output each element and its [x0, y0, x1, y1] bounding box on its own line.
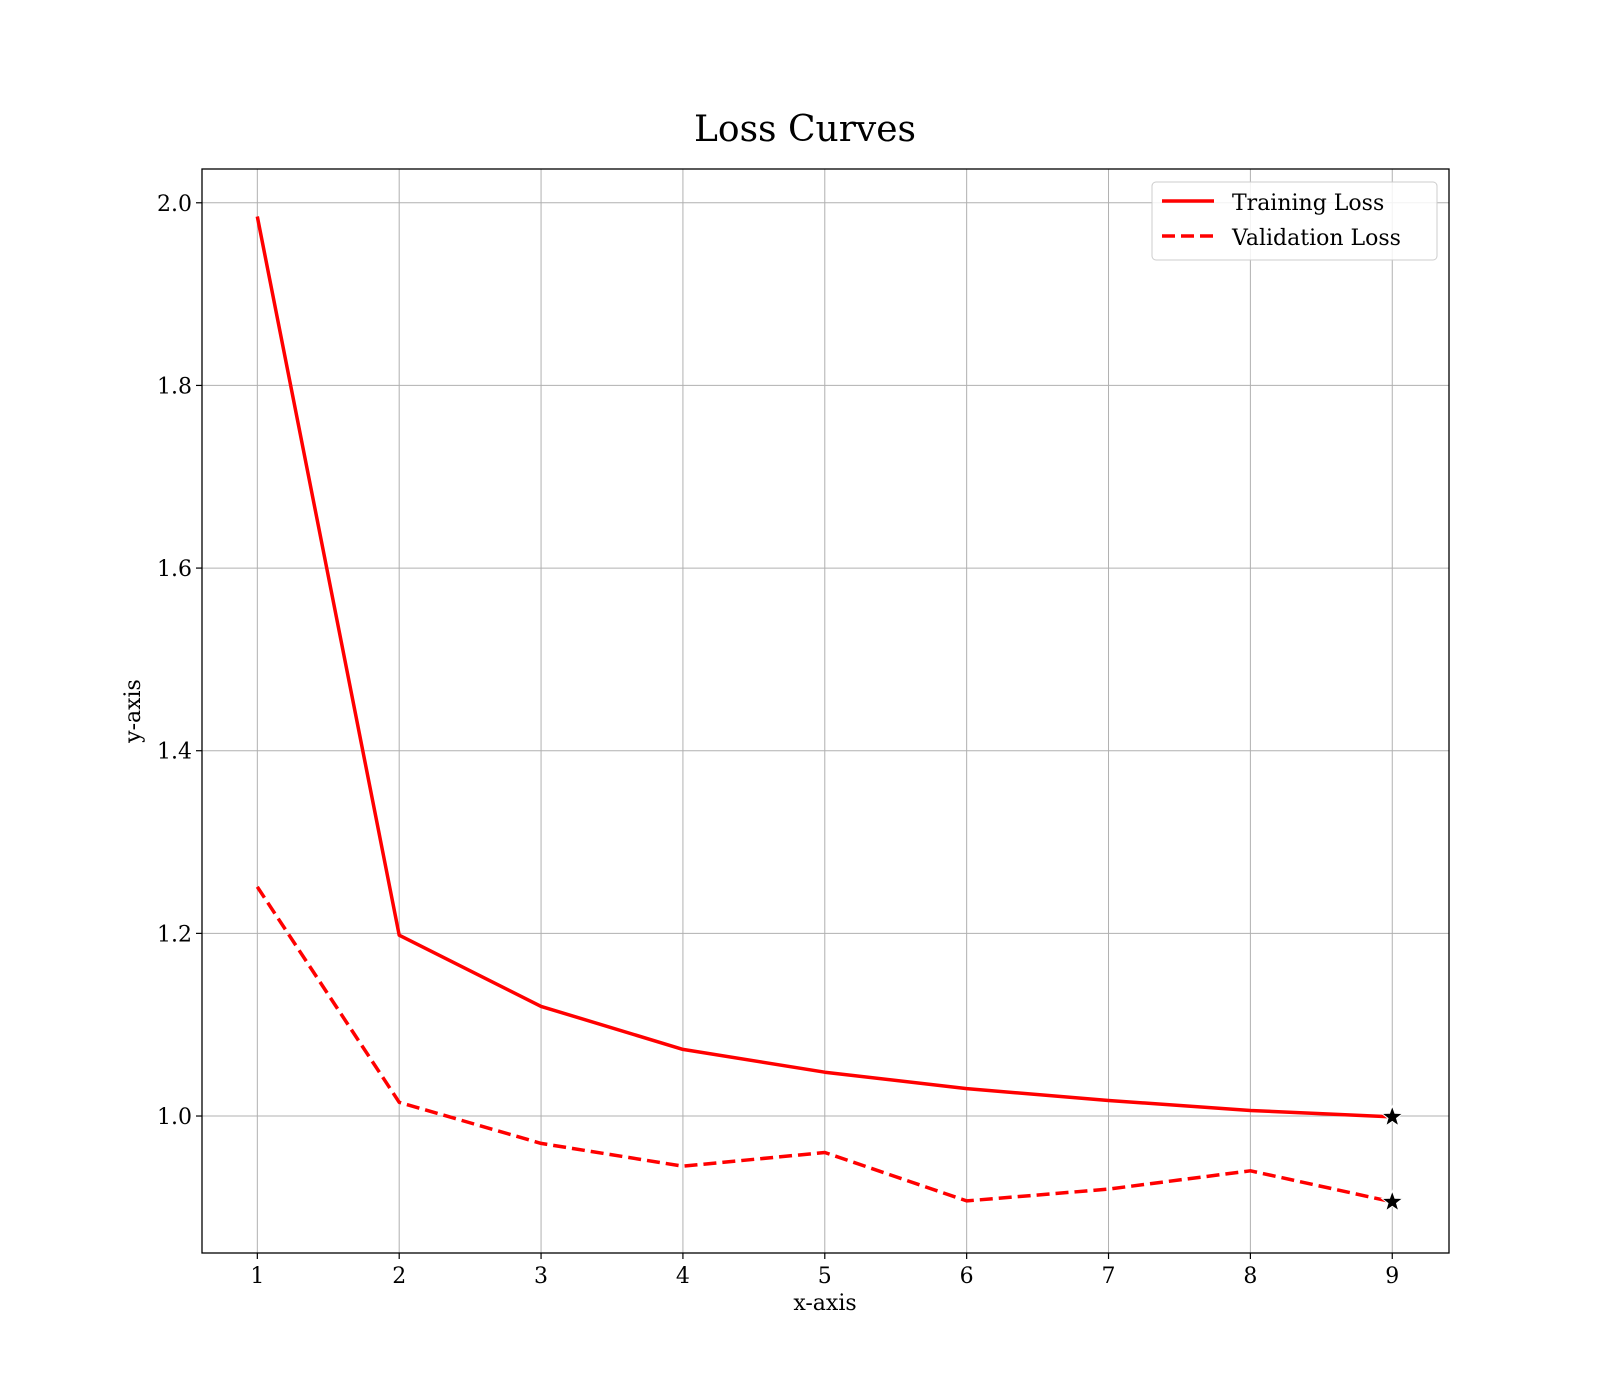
plot-frame: [201, 168, 1450, 1254]
star-icon: [1380, 1104, 1405, 1128]
y-ticks: 1.0 1.2 1.4 1.6 1.8 2.0: [157, 192, 202, 1130]
series-markers: [1380, 1104, 1405, 1212]
legend: Training Loss Validation Loss: [1151, 181, 1438, 261]
x-tick-label: 2: [392, 1264, 406, 1289]
legend-box: [1151, 181, 1438, 261]
chart-title: Loss Curves: [694, 109, 916, 150]
y-tick-label: 1.4: [157, 740, 192, 765]
series-line-training-loss: [255, 216, 1393, 1119]
x-tick-label: 5: [818, 1264, 832, 1289]
x-tick-label: 1: [250, 1264, 264, 1289]
y-tick-label: 1.2: [157, 922, 192, 947]
y-tick-label: 2.0: [157, 192, 192, 217]
y-tick-label: 1.8: [157, 374, 192, 399]
x-ticks: 1 2 3 4 5 6 7 8 9: [250, 1253, 1399, 1289]
series-line-validation-loss: [255, 885, 1393, 1204]
x-tick-label: 9: [1385, 1264, 1399, 1289]
y-tick-label: 1.6: [157, 557, 192, 582]
star-icon: [1380, 1189, 1405, 1212]
x-tick-label: 7: [1102, 1264, 1116, 1289]
x-tick-label: 4: [676, 1264, 690, 1289]
legend-label-training-loss: Training Loss: [1232, 191, 1384, 216]
series-lines: [255, 216, 1393, 1204]
y-axis-label: y-axis: [121, 679, 146, 744]
y-tick-label: 1.0: [157, 1105, 192, 1130]
x-tick-label: 8: [1243, 1264, 1257, 1289]
x-axis-label: x-axis: [793, 1291, 856, 1316]
legend-label-validation-loss: Validation Loss: [1231, 226, 1401, 251]
x-tick-label: 6: [960, 1264, 974, 1289]
x-tick-label: 3: [534, 1264, 548, 1289]
grid: [202, 169, 1449, 1253]
